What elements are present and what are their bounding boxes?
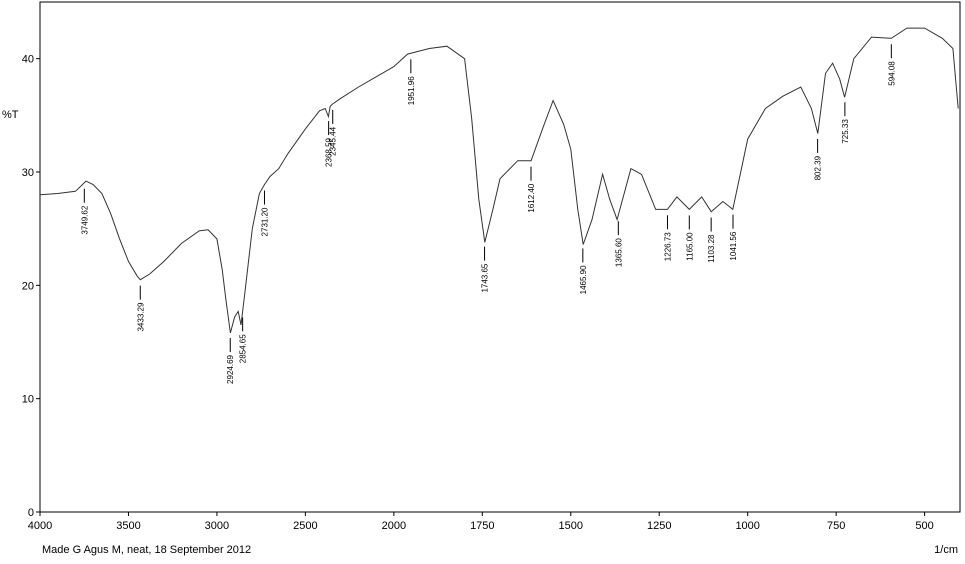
peak-label: 3433.29: [136, 302, 145, 331]
x-tick-label: 3500: [116, 520, 140, 532]
peak-label: 2731.20: [260, 207, 269, 236]
x-tick-label: 750: [827, 520, 845, 532]
peak-label: 802.39: [814, 155, 823, 180]
peak-label: 1041.56: [729, 231, 738, 260]
peak-label: 725.33: [841, 119, 850, 144]
x-tick-label: 4000: [28, 520, 52, 532]
x-tick-label: 1250: [647, 520, 671, 532]
footer: Made G Agus M, neat, 18 September 2012: [42, 544, 251, 556]
y-tick-label: 10: [22, 394, 34, 406]
x-tick-label: 500: [915, 520, 933, 532]
plot-frame: [39, 1, 961, 513]
peak-label: 2854.65: [239, 334, 248, 363]
peak-label: 1103.28: [707, 234, 716, 263]
y-tick-label: 0: [28, 507, 34, 519]
y-axis-label: %T: [2, 109, 19, 121]
x-tick-label: 1500: [559, 520, 583, 532]
peak-label: 2924.69: [226, 354, 235, 383]
x-tick-label: 1750: [470, 520, 494, 532]
spectrum-line: [39, 27, 959, 334]
peak-label: 1612.40: [527, 183, 536, 212]
x-tick-label: 2500: [293, 520, 317, 532]
x-tick-label: 1000: [735, 520, 759, 532]
y-tick-label: 30: [22, 167, 34, 179]
peak-label: 1226.73: [663, 232, 672, 261]
y-tick-label: 20: [22, 280, 34, 292]
peak-label: 1951.96: [407, 76, 416, 105]
x-tick-label: 2000: [382, 520, 406, 532]
x-unit: 1/cm: [934, 544, 958, 556]
y-tick-label: 40: [22, 54, 34, 66]
peak-label: 1743.65: [481, 263, 490, 292]
peak-label: 594.08: [887, 61, 896, 86]
peak-label: 1465.90: [579, 265, 588, 294]
peak-label: 3749.62: [80, 205, 89, 234]
peak-label: 1165.00: [685, 232, 694, 261]
peak-label: 2345.44: [329, 126, 338, 155]
x-tick-label: 3000: [205, 520, 229, 532]
peak-label: 1365.60: [614, 238, 623, 267]
peak-label: 2368.59: [325, 137, 334, 166]
